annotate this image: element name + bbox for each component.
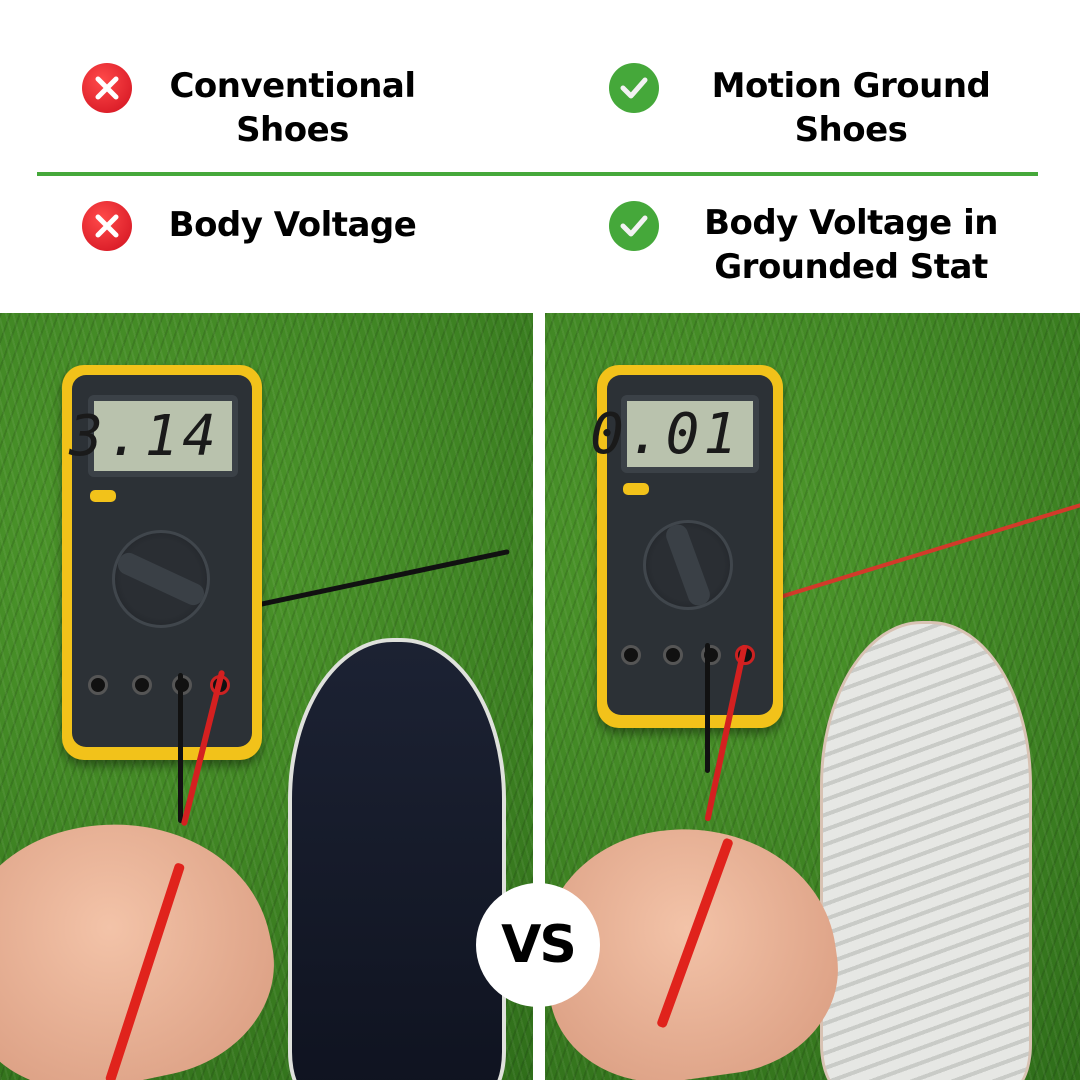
check-circle-icon xyxy=(609,201,659,251)
divider-rule xyxy=(37,172,1038,176)
multimeter-body: 3.14 xyxy=(69,375,252,747)
jack xyxy=(88,675,108,695)
x-circle-icon xyxy=(82,63,132,113)
multimeter: 0.01 xyxy=(590,365,783,728)
selector-dial xyxy=(112,530,210,628)
body-voltage-label: Body Voltage xyxy=(168,205,417,245)
motion-ground-shoe-photo: 0.01 xyxy=(545,313,1080,1080)
jack xyxy=(701,645,721,665)
hold-button xyxy=(623,483,649,495)
jack xyxy=(663,645,683,665)
jack xyxy=(621,645,641,665)
vs-badge: VS xyxy=(476,883,600,1007)
motion-ground-shoes-title: Motion Ground Shoes xyxy=(690,64,1012,152)
dark-sneaker xyxy=(288,638,506,1080)
white-sneaker xyxy=(820,621,1032,1080)
title-line: Conventional xyxy=(169,66,416,106)
label-line: Body Voltage in xyxy=(704,203,998,243)
multimeter-body: 0.01 xyxy=(590,375,773,715)
title-line: Motion Ground xyxy=(711,66,991,106)
multimeter-display: 3.14 xyxy=(69,395,238,477)
conventional-shoes-title: Conventional Shoes xyxy=(150,64,435,152)
title-line: Shoes xyxy=(794,110,908,150)
black-probe-wire xyxy=(705,643,710,773)
comparison-header: Conventional Shoes Motion Ground Shoes Bod… xyxy=(0,0,1080,313)
hand xyxy=(0,793,294,1080)
black-test-lead xyxy=(254,548,510,608)
body-voltage-grounded-label: Body Voltage in Grounded Stat xyxy=(680,201,1022,289)
x-circle-icon xyxy=(82,201,132,251)
selector-dial xyxy=(643,520,733,610)
black-probe-wire xyxy=(178,673,183,823)
hold-button xyxy=(90,490,116,502)
conventional-shoe-photo: 3.14 xyxy=(0,313,533,1080)
red-ground-lead xyxy=(779,501,1080,599)
label-line: Grounded Stat xyxy=(714,247,988,287)
title-line: Shoes xyxy=(236,110,349,150)
check-circle-icon xyxy=(609,63,659,113)
multimeter: 3.14 xyxy=(62,365,262,760)
multimeter-display: 0.01 xyxy=(590,395,759,473)
jack xyxy=(132,675,152,695)
